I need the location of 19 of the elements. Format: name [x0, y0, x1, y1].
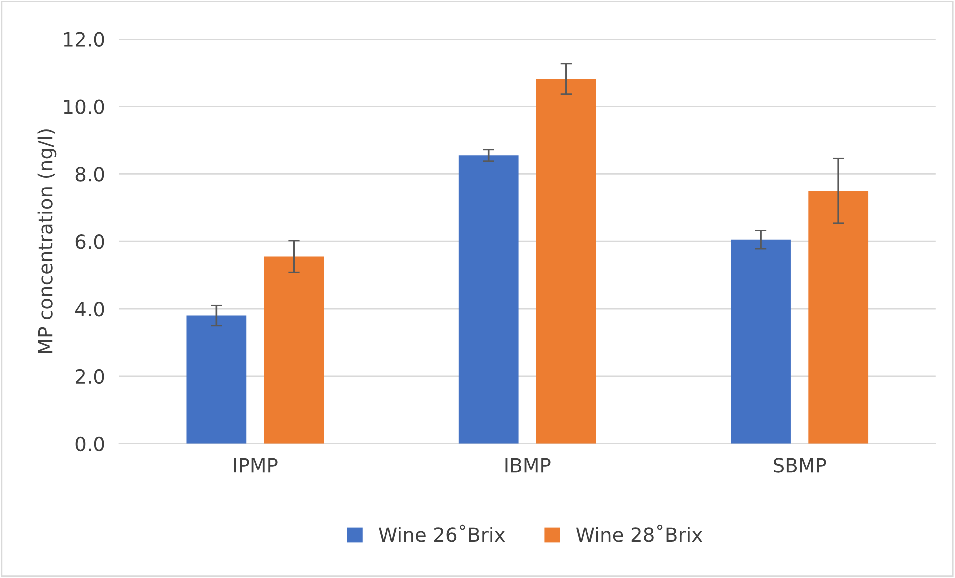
- x-tick-label: IBMP: [506, 458, 551, 473]
- y-axis-title: MP concentration (ng/l): [38, 130, 57, 354]
- y-tick-label: 0.0: [76, 436, 104, 452]
- y-tick-label: 6.0: [76, 234, 104, 250]
- legend-label: Wine 28˚Brix: [576, 524, 703, 542]
- bar: [731, 240, 791, 444]
- y-tick-label: 4.0: [76, 302, 104, 317]
- y-tick-label: 2.0: [76, 369, 104, 384]
- legend-label: Wine 26˚Brix: [379, 524, 506, 542]
- y-tick-label: 10.0: [64, 100, 104, 114]
- bar: [458, 156, 519, 444]
- bar: [264, 256, 324, 444]
- bar: [536, 79, 596, 444]
- x-tick-label: IPMP: [234, 458, 278, 473]
- bar: [186, 316, 247, 444]
- y-tick-label: 12.0: [64, 32, 104, 47]
- bar: [808, 191, 869, 444]
- x-tick-label: SBMP: [774, 458, 826, 473]
- y-tick-label: 8.0: [76, 167, 104, 182]
